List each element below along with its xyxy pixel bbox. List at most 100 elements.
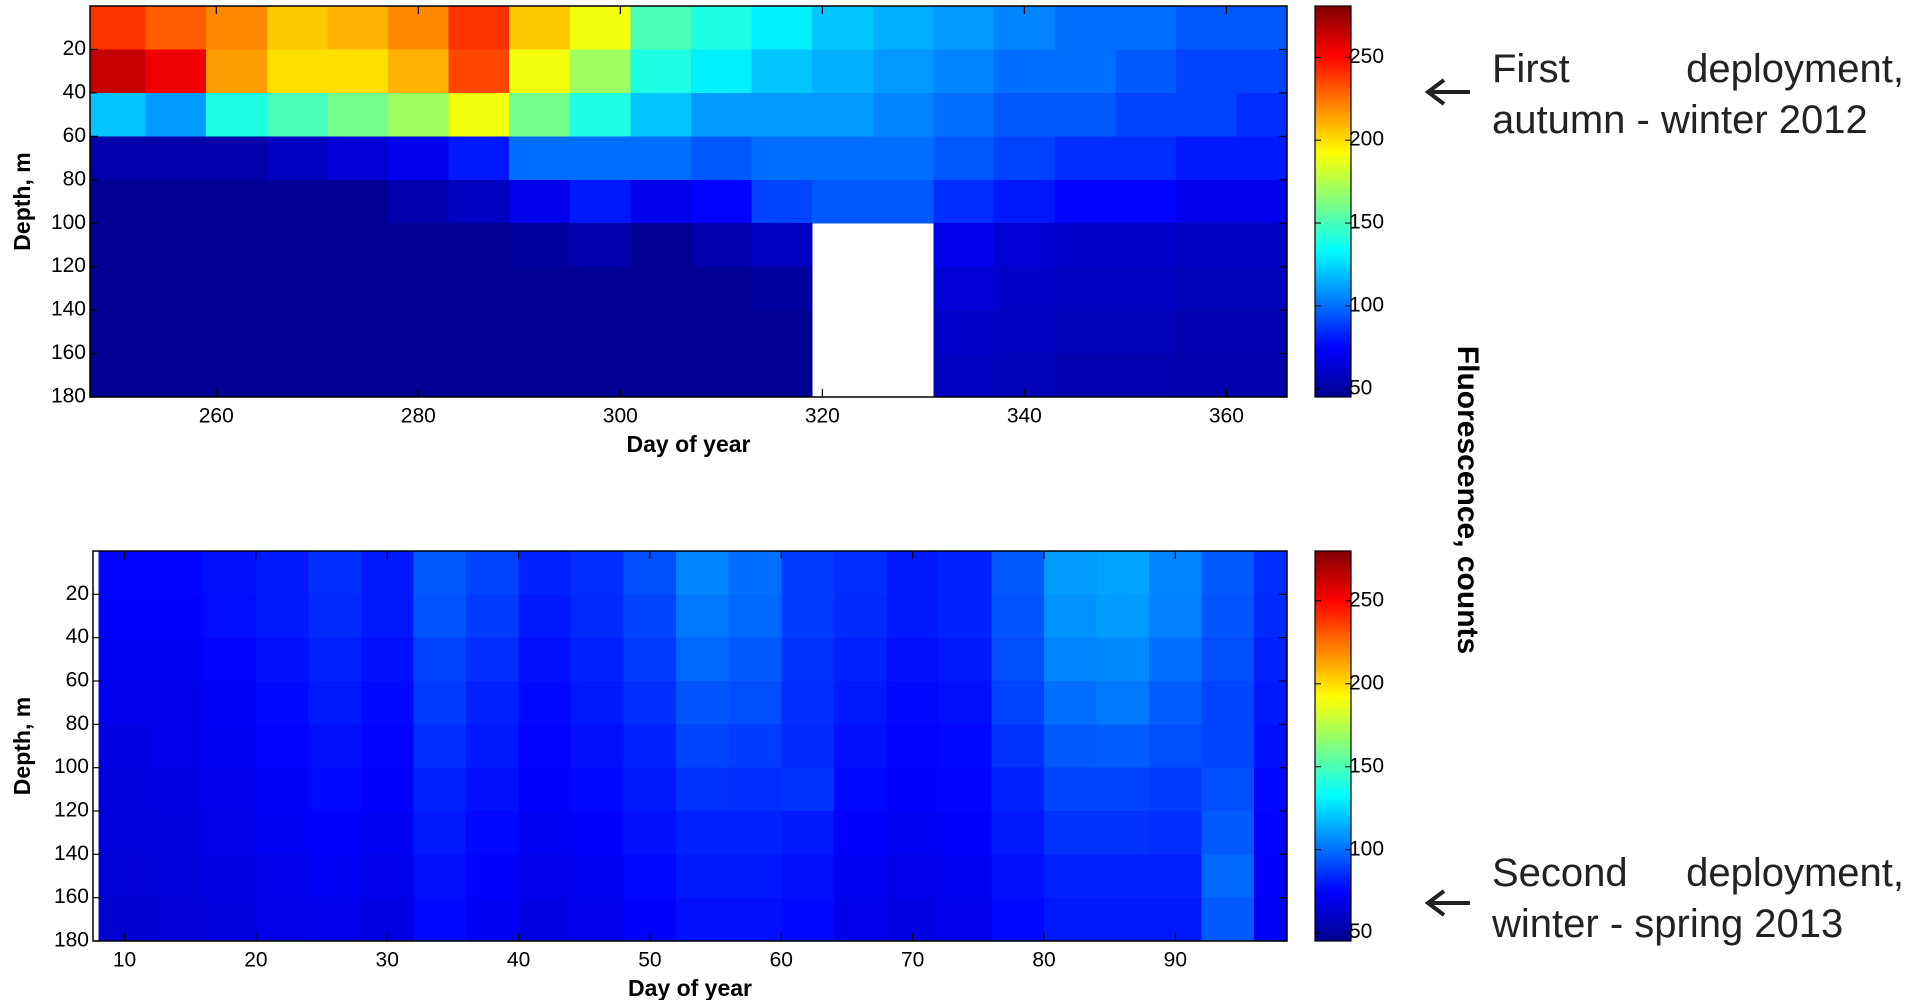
heat-cell	[886, 594, 940, 639]
heat-cell	[569, 6, 631, 50]
heat-cell	[98, 854, 152, 899]
heat-cell	[518, 681, 572, 725]
heat-cell	[1201, 854, 1255, 899]
heat-cell	[933, 92, 995, 137]
heat-cell	[623, 637, 677, 682]
colorbar	[1314, 5, 1352, 398]
x-tick-label: 80	[1032, 949, 1055, 972]
heat-cell	[1254, 767, 1287, 812]
heat-cell	[1236, 310, 1287, 355]
heat-cell	[255, 897, 309, 941]
heat-cell	[938, 897, 992, 941]
heat-cell	[812, 92, 874, 137]
colorbar-tick-label: 150	[1349, 754, 1384, 777]
x-tick-label: 20	[244, 949, 267, 972]
heat-cell	[833, 551, 887, 595]
heat-cell	[266, 266, 328, 311]
y-tick-label: 180	[51, 385, 86, 408]
heat-cell	[623, 811, 677, 855]
heat-cell	[413, 637, 467, 682]
heat-cell	[886, 767, 940, 812]
heat-cell	[387, 266, 450, 311]
heat-cell	[1254, 551, 1287, 595]
heat-cell	[751, 49, 813, 94]
heat-cell	[571, 551, 625, 595]
heat-cell	[518, 724, 572, 769]
heat-cell	[994, 49, 1056, 94]
heat-cell	[872, 92, 934, 137]
heat-cell	[630, 179, 692, 224]
heat-cell	[751, 6, 813, 50]
heat-cell	[1054, 6, 1116, 50]
heat-cell	[886, 724, 940, 769]
heat-cell	[255, 594, 309, 639]
heat-cell	[466, 594, 520, 639]
heat-cell	[1043, 854, 1098, 899]
x-tick-label: 70	[901, 949, 924, 972]
heat-cell	[1201, 897, 1255, 941]
heat-cell	[90, 223, 147, 268]
heat-cell	[1043, 594, 1098, 639]
heat-cell	[1175, 310, 1237, 355]
heat-cell	[509, 223, 571, 268]
heat-cell	[1043, 767, 1098, 812]
heat-cell	[781, 854, 835, 899]
heat-cell	[1043, 681, 1098, 725]
heat-cell	[571, 854, 625, 899]
heat-cell	[98, 681, 152, 725]
heat-cell	[1054, 223, 1116, 268]
heat-cell	[1096, 637, 1150, 682]
heat-cell	[1054, 49, 1116, 94]
heat-cell	[691, 179, 753, 224]
heat-cell	[1149, 811, 1203, 855]
x-tick-label: 340	[1007, 405, 1042, 428]
heat-cell	[203, 811, 257, 855]
heat-cell	[728, 811, 782, 855]
heat-cell	[781, 811, 835, 855]
x-tick-label: 40	[507, 949, 530, 972]
heat-cell	[1149, 681, 1203, 725]
heat-cell	[150, 637, 204, 682]
heat-cell	[360, 854, 415, 899]
x-axis-label: Day of year	[628, 975, 752, 1000]
x-tick-label: 50	[638, 949, 661, 972]
heat-cell	[1149, 637, 1203, 682]
y-tick-label: 100	[54, 755, 89, 778]
heat-cell	[308, 681, 362, 725]
heat-cell	[781, 637, 835, 682]
heat-cell	[933, 223, 995, 268]
heat-cell	[938, 594, 992, 639]
heat-cell	[327, 179, 389, 224]
heat-cell	[203, 724, 257, 769]
heat-cell	[872, 179, 934, 224]
heat-cell	[1201, 811, 1255, 855]
heat-cell	[751, 136, 813, 181]
heat-cell	[308, 551, 362, 595]
heat-cell	[569, 136, 631, 181]
heat-cell	[448, 136, 510, 181]
heat-cell	[360, 724, 415, 769]
heat-cell	[991, 594, 1045, 639]
heat-cell	[691, 266, 753, 311]
heat-cell	[676, 594, 730, 639]
heat-cell	[630, 310, 692, 355]
heat-cell	[1254, 811, 1287, 855]
heat-cell	[1201, 637, 1255, 682]
heat-cell	[466, 811, 520, 855]
heat-cell	[466, 854, 520, 899]
heat-cell	[266, 49, 328, 94]
x-tick-label: 30	[376, 949, 399, 972]
heat-cell	[1054, 353, 1116, 397]
heat-cell	[203, 681, 257, 725]
heat-cell	[886, 811, 940, 855]
heat-cell	[994, 136, 1056, 181]
arrow	[1424, 78, 1470, 106]
heat-cell	[1236, 6, 1287, 50]
heat-cell	[448, 310, 510, 355]
x-tick-label: 280	[401, 405, 436, 428]
heat-cell	[206, 223, 268, 268]
heat-cell	[1254, 637, 1287, 682]
heat-cell	[569, 223, 631, 268]
heat-cell	[308, 594, 362, 639]
heat-cell	[266, 136, 328, 181]
